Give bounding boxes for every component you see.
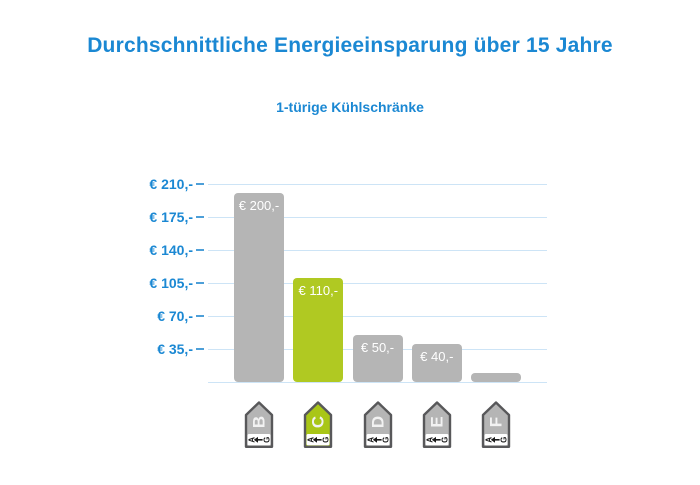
y-axis-tick: [196, 249, 204, 251]
icon-scale-letter-g: G: [381, 437, 390, 443]
icon-scale-letter-g: G: [263, 437, 272, 443]
icon-class-letter: D: [368, 416, 387, 428]
icon-left-arrowhead: [372, 436, 377, 443]
bar-value-label-E: € 40,-: [420, 349, 454, 365]
y-axis-label: € 175,-: [149, 209, 193, 225]
bar-value-label-D: € 50,-: [360, 339, 395, 355]
bar-value-label-C: € 110,-: [298, 283, 339, 299]
gridline: [208, 217, 547, 218]
gridline: [208, 283, 547, 284]
energy-label-arrow-icon: D A G: [363, 401, 392, 448]
icon-left-arrowhead: [490, 436, 495, 443]
y-axis-tick: [196, 282, 204, 284]
icon-left-arrowhead: [253, 436, 258, 443]
y-axis-label: € 105,-: [149, 275, 193, 291]
energy-label-arrow-icon: F A G: [481, 401, 511, 448]
bar-F: [471, 372, 521, 382]
icon-scale-letter-g: G: [440, 437, 449, 443]
icon-scale-letter-a: A: [485, 437, 494, 443]
y-axis-tick: [196, 348, 204, 350]
y-axis-label: € 70,-: [157, 308, 193, 324]
energy-label-arrow-icon: C A G: [304, 401, 333, 448]
chart-title: Durchschnittliche Energieeinsparung über…: [87, 34, 613, 57]
icon-left-arrowhead: [313, 436, 318, 443]
icon-class-letter: B: [250, 416, 269, 428]
gridline: [208, 250, 547, 251]
gridline: [208, 184, 547, 185]
icon-scale-letter-g: G: [500, 437, 509, 443]
energy-label-arrow-icon: B A G: [244, 401, 274, 448]
y-axis-label: € 210,-: [149, 176, 193, 192]
y-axis-tick: [196, 216, 204, 218]
icon-scale-letter-a: A: [425, 437, 434, 443]
icon-scale-letter-a: A: [248, 437, 257, 443]
energy-label-arrow-icon: E A G: [422, 401, 451, 448]
icon-class-letter: C: [309, 416, 328, 428]
bar-value-label-B: € 200,-: [238, 198, 280, 214]
bar-E: € 40,-: [411, 344, 462, 382]
y-axis-label: € 35,-: [157, 341, 193, 357]
gridline: [208, 316, 547, 317]
y-axis-label: € 140,-: [149, 242, 193, 258]
baseline-gridline: [208, 382, 547, 383]
icon-scale-letter-g: G: [322, 437, 331, 443]
icon-scale-letter-a: A: [307, 437, 316, 443]
y-axis-tick: [196, 183, 204, 185]
icon-scale-letter-a: A: [366, 437, 375, 443]
icon-left-arrowhead: [431, 436, 436, 443]
bar-C: € 110,-: [293, 278, 344, 382]
bar-D: € 50,-: [352, 334, 403, 382]
chart-subtitle: 1-türige Kühlschränke: [276, 99, 424, 115]
y-axis-tick: [196, 315, 204, 317]
bar-B: € 200,-: [234, 193, 284, 382]
icon-class-letter: F: [487, 417, 506, 427]
icon-class-letter: E: [427, 416, 446, 427]
